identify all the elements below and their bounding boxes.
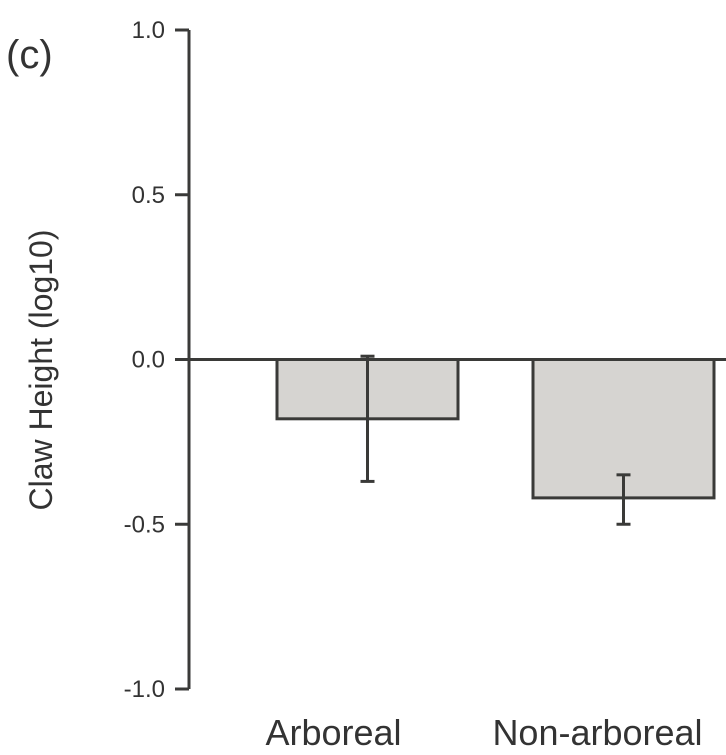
y-tick-label: 0.0 [132, 347, 165, 374]
y-tick-label: 1.0 [132, 17, 165, 44]
category-label: Non-arboreal [492, 712, 702, 753]
y-tick-label: -1.0 [124, 676, 165, 703]
y-tick-label: -0.5 [124, 511, 165, 538]
category-label: Arboreal [265, 712, 401, 753]
error-bars [360, 354, 631, 526]
panel-label: (c) [6, 33, 53, 77]
y-tick-label: 0.5 [132, 182, 165, 209]
bars [275, 358, 716, 500]
y-axis-label: Claw Height (log10) [23, 229, 59, 510]
y-ticks: 1.0 0.5 0.0 -0.5 -1.0 [124, 17, 189, 703]
category-labels: Arboreal Non-arboreal [265, 712, 702, 753]
